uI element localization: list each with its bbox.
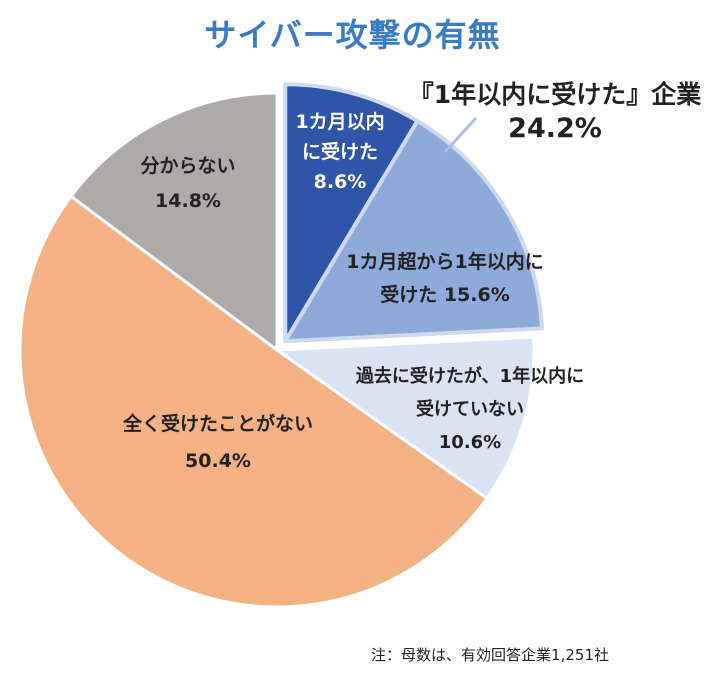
slice-label-line: 1カ月超から1年以内に [346, 250, 543, 273]
slice-label-5: 分からない 14.8% [140, 155, 235, 212]
pie-slice-3 [275, 335, 536, 500]
slice-label-2: 1カ月超から1年以内に受けた 15.6% [346, 250, 543, 306]
chart-title: サイバー攻撃の有無 [204, 16, 501, 54]
callout-percentage: 24.2% [508, 113, 602, 144]
callout-leader-line [443, 116, 478, 154]
pie-slice-1 [283, 82, 420, 344]
slice-label-line: 8.6% [314, 171, 367, 193]
slice-label-line: 1カ月以内 [295, 110, 384, 133]
slice-label-line: 全く受けたことがない [122, 412, 313, 435]
callout-text: 『1年以内に受けた』企業 [408, 80, 702, 109]
pie-slice-5 [69, 91, 279, 352]
slice-label-line: 50.4% [185, 450, 251, 472]
slice-label-line: 過去に受けたが、1年以内に [356, 365, 584, 387]
footnote: 注：母数は、有効回答企業1,251社 [371, 646, 609, 664]
slice-label-1: 1カ月以内に受けた 8.6% [295, 110, 384, 193]
slice-label-line: 受けていない [416, 398, 524, 420]
slice-label-line: 10.6% [439, 432, 501, 453]
slice-label-line: に受けた [302, 140, 378, 163]
callout-label: 『1年以内に受けた』企業 24.2% [400, 78, 705, 146]
slice-label-3: 過去に受けたが、1年以内に受けていない 10.6% [356, 365, 584, 453]
pie-slice-2 [283, 118, 544, 344]
slice-label-line: 分からない [140, 155, 235, 177]
slice-label-line: 14.8% [155, 190, 221, 212]
slice-label-4: 全く受けたことがない 50.4% [122, 412, 313, 472]
slice-label-line: 受けた 15.6% [380, 283, 510, 306]
pie-slice-4 [18, 194, 489, 609]
